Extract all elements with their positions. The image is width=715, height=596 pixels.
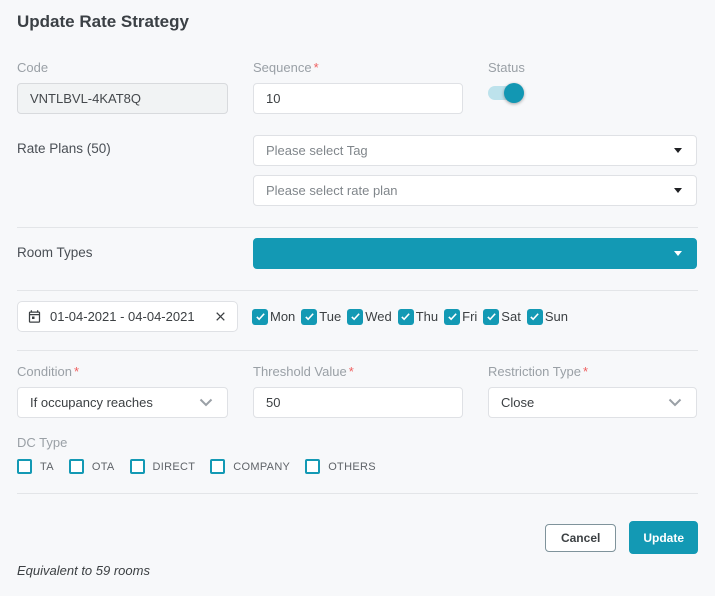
dc-checkbox-company[interactable]: COMPANY	[210, 459, 290, 474]
dc-type-group: DC Type TA OTA DIRECT COMPANY OTHERS	[17, 435, 698, 474]
row-date-days: 01-04-2021 - 04-04-2021 Mon Tue Wed Thu	[17, 301, 698, 332]
divider	[17, 493, 698, 494]
status-label: Status	[488, 60, 525, 75]
required-asterisk: *	[313, 60, 319, 75]
day-checkbox-sat[interactable]: Sat	[483, 308, 521, 325]
date-range-input[interactable]: 01-04-2021 - 04-04-2021	[17, 301, 238, 332]
dc-type-options: TA OTA DIRECT COMPANY OTHERS	[17, 459, 698, 474]
checked-checkbox-icon	[444, 308, 461, 325]
checked-checkbox-icon	[526, 308, 543, 325]
divider	[17, 290, 698, 291]
condition-select[interactable]: If occupancy reaches	[17, 387, 228, 418]
day-checkbox-tue[interactable]: Tue	[301, 308, 341, 325]
rate-plan-select[interactable]: Please select rate plan	[253, 175, 697, 206]
dc-checkbox-others[interactable]: OTHERS	[305, 459, 376, 474]
empty-checkbox-icon	[129, 459, 145, 474]
rate-plans-selects: Please select Tag Please select rate pla…	[253, 135, 697, 206]
required-asterisk: *	[348, 364, 354, 379]
clear-date-icon[interactable]	[214, 310, 227, 323]
empty-checkbox-icon	[68, 459, 84, 474]
update-button[interactable]: Update	[629, 521, 698, 554]
checked-checkbox-icon	[347, 308, 364, 325]
divider	[17, 350, 698, 351]
dc-type-label: DC Type	[17, 435, 68, 450]
row-code-sequence-status: Code Sequence* Status	[17, 60, 698, 114]
sequence-field-group: Sequence *	[253, 60, 463, 114]
dc-checkbox-ota[interactable]: OTA	[68, 459, 115, 474]
divider	[17, 227, 698, 228]
row-room-types: Room Types	[17, 238, 698, 269]
row-condition: Condition * If occupancy reaches Threshol…	[17, 364, 698, 418]
dc-checkbox-direct[interactable]: DIRECT	[129, 459, 196, 474]
update-rate-strategy-form: Update Rate Strategy Code Sequence* Stat…	[17, 12, 698, 578]
form-actions: Cancel Update	[17, 521, 698, 554]
restriction-type-select[interactable]: Close	[488, 387, 697, 418]
row-rate-plans: Rate Plans (50) Please select Tag Please…	[17, 135, 698, 206]
calendar-icon	[27, 309, 42, 324]
day-checkbox-mon[interactable]: Mon	[252, 308, 295, 325]
condition-label: Condition *	[17, 364, 79, 379]
day-checkbox-wed[interactable]: Wed	[347, 308, 392, 325]
status-toggle[interactable]	[488, 83, 524, 103]
room-types-select-wrap	[253, 238, 697, 269]
code-field-group: Code	[17, 60, 228, 114]
restriction-field-group: Restriction Type * Close	[488, 364, 697, 418]
checked-checkbox-icon	[252, 308, 268, 325]
checked-checkbox-icon	[397, 308, 414, 325]
cancel-button[interactable]: Cancel	[544, 523, 617, 552]
room-types-label: Room Types	[17, 245, 93, 260]
day-checkbox-fri[interactable]: Fri	[444, 308, 477, 325]
toggle-knob	[504, 83, 524, 103]
day-checkbox-group: Mon Tue Wed Thu Fri Sat	[252, 308, 574, 325]
dc-checkbox-ta[interactable]: TA	[17, 459, 54, 474]
sequence-label: Sequence *	[253, 60, 319, 75]
caret-down-icon	[674, 148, 682, 153]
threshold-field-group: Threshold Value *	[253, 364, 463, 418]
empty-checkbox-icon	[210, 459, 226, 474]
restriction-type-label: Restriction Type *	[488, 364, 589, 379]
checked-checkbox-icon	[483, 308, 500, 325]
empty-checkbox-icon	[305, 459, 321, 474]
code-input	[17, 83, 228, 114]
room-types-select[interactable]	[253, 238, 697, 269]
day-checkbox-thu[interactable]: Thu	[397, 308, 438, 325]
page-title: Update Rate Strategy	[17, 12, 189, 31]
required-asterisk: *	[582, 364, 589, 379]
chevron-down-icon	[668, 398, 682, 407]
condition-field-group: Condition * If occupancy reaches	[17, 364, 228, 418]
rate-plan-select-placeholder: Please select rate plan	[266, 183, 398, 198]
checked-checkbox-icon	[301, 308, 318, 325]
empty-checkbox-icon	[17, 459, 32, 474]
threshold-input[interactable]	[253, 387, 463, 418]
condition-selected-value: If occupancy reaches	[30, 395, 153, 410]
caret-down-icon	[674, 188, 682, 193]
equivalent-rooms-note: Equivalent to 59 rooms	[17, 563, 150, 578]
rate-plans-label: Rate Plans (50)	[17, 141, 111, 156]
sequence-input[interactable]	[253, 83, 463, 114]
threshold-label: Threshold Value *	[253, 364, 354, 379]
day-checkbox-sun[interactable]: Sun	[526, 308, 568, 325]
chevron-down-icon	[199, 398, 213, 407]
tag-select[interactable]: Please select Tag	[253, 135, 697, 166]
status-field-group: Status	[488, 60, 697, 114]
restriction-selected-value: Close	[501, 395, 535, 410]
tag-select-placeholder: Please select Tag	[266, 143, 368, 158]
code-label: Code	[17, 60, 49, 75]
caret-down-icon	[674, 251, 682, 256]
date-range-value: 01-04-2021 - 04-04-2021	[50, 309, 195, 324]
required-asterisk: *	[73, 364, 79, 379]
